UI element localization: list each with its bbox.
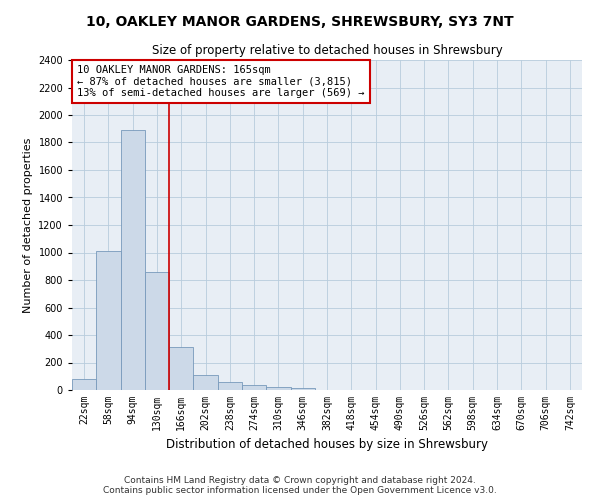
Y-axis label: Number of detached properties: Number of detached properties (23, 138, 32, 312)
Bar (218, 382, 242, 390)
Bar (121, 130, 145, 390)
Title: Size of property relative to detached houses in Shrewsbury: Size of property relative to detached ho… (152, 44, 502, 58)
Bar (290, 388, 315, 390)
Bar (72, 379, 96, 390)
Bar (242, 384, 266, 390)
X-axis label: Distribution of detached houses by size in Shrewsbury: Distribution of detached houses by size … (166, 438, 488, 452)
Bar (193, 375, 218, 390)
Text: Contains HM Land Registry data © Crown copyright and database right 2024.
Contai: Contains HM Land Registry data © Crown c… (103, 476, 497, 495)
Bar (266, 386, 290, 390)
Bar (169, 348, 193, 390)
Bar (96, 251, 121, 390)
Text: 10 OAKLEY MANOR GARDENS: 165sqm
← 87% of detached houses are smaller (3,815)
13%: 10 OAKLEY MANOR GARDENS: 165sqm ← 87% of… (77, 65, 365, 98)
Text: 10, OAKLEY MANOR GARDENS, SHREWSBURY, SY3 7NT: 10, OAKLEY MANOR GARDENS, SHREWSBURY, SY… (86, 15, 514, 29)
Bar (145, 272, 169, 390)
